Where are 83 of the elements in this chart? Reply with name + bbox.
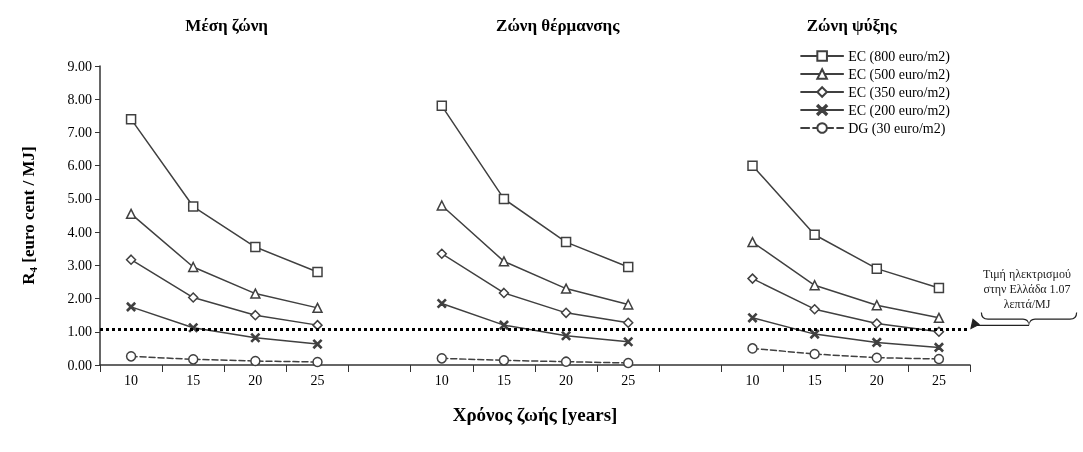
point: [809, 280, 820, 291]
x-tick-label: 10: [434, 372, 449, 388]
x-tick-label: 15: [496, 372, 511, 388]
x-tick-label: 10: [124, 372, 139, 388]
point: [312, 339, 323, 349]
y-axis-title: R4 [euro cent / MJ]: [19, 146, 39, 285]
ref-line-label: Τιμή ηλεκτρισμού στην Ελλάδα 1.07 λεπτά/MJ: [982, 267, 1072, 313]
point: [437, 298, 447, 309]
y-tick-label: 4.00: [67, 224, 92, 240]
point: [187, 354, 199, 365]
point: [809, 303, 820, 315]
point: [872, 337, 882, 348]
point: [871, 299, 883, 311]
point: [250, 355, 261, 367]
x-tick-label: 25: [310, 372, 325, 388]
point: [623, 336, 633, 347]
point: [622, 357, 634, 369]
x-tick-label: 10: [745, 372, 760, 388]
point: [809, 229, 820, 241]
point: [560, 236, 572, 248]
point: [934, 342, 944, 353]
text: Μέση ζώνη: [185, 16, 268, 35]
point: [125, 208, 137, 220]
point: [747, 236, 758, 248]
point: [560, 356, 572, 367]
y-tick-label: 8.00: [67, 91, 92, 107]
point: [871, 263, 883, 274]
point: [747, 273, 758, 284]
legend-label: EC (200 euro/m2): [848, 102, 951, 119]
point: [560, 283, 572, 294]
point: [622, 317, 634, 329]
y-tick-label: 7.00: [67, 124, 92, 140]
point: [809, 348, 820, 360]
text: Ζώνη ψύξης: [806, 16, 898, 35]
y-tick-label: 0.00: [67, 357, 92, 373]
point: [312, 356, 323, 368]
point: [933, 353, 945, 365]
point: [187, 201, 199, 212]
point: [250, 241, 261, 253]
point: [622, 261, 634, 273]
point: [499, 320, 509, 330]
point: [561, 331, 571, 341]
x-tick-label: 20: [248, 372, 263, 388]
y-tick-label: 6.00: [67, 158, 92, 174]
point: [933, 282, 945, 294]
y-tick-label: 2.00: [67, 291, 92, 307]
point: [436, 100, 448, 112]
point: [498, 287, 510, 299]
x-tick-label: 20: [559, 372, 574, 388]
point: [809, 329, 820, 339]
point: [498, 355, 510, 366]
legend-label: EC (500 euro/m2): [848, 66, 951, 83]
y-tick-label: 5.00: [67, 191, 92, 207]
point: [747, 160, 758, 171]
x-tick-label: 25: [621, 372, 636, 388]
point: [125, 113, 137, 125]
point: [747, 313, 758, 323]
x-tick-label: 15: [807, 372, 822, 388]
x-tick-label: 25: [931, 372, 946, 388]
point: [498, 193, 510, 205]
x-axis-title: Χρόνος ζωής [years]: [452, 404, 618, 425]
point: [560, 307, 572, 319]
text: Ζώνη θέρμανσης: [496, 16, 621, 35]
legend-label: EC (800 euro/m2): [848, 48, 951, 65]
y-tick-label: 1.00: [67, 324, 92, 340]
point: [747, 343, 758, 354]
y-tick-label: 3.00: [67, 257, 92, 273]
legend-label: EC (350 euro/m2): [848, 84, 951, 101]
point: [250, 333, 261, 343]
point: [312, 266, 323, 278]
point: [436, 248, 448, 259]
point: [436, 353, 448, 364]
x-tick-label: 15: [186, 372, 201, 388]
point: [187, 261, 199, 273]
point: [126, 302, 136, 312]
legend-label: DG (30 euro/m2): [848, 120, 946, 137]
y-tick-label: 9.00: [67, 58, 92, 74]
point: [250, 309, 261, 321]
x-tick-label: 20: [869, 372, 884, 388]
point: [125, 351, 137, 362]
point: [436, 200, 448, 211]
point: [871, 352, 883, 363]
point: [498, 256, 510, 267]
